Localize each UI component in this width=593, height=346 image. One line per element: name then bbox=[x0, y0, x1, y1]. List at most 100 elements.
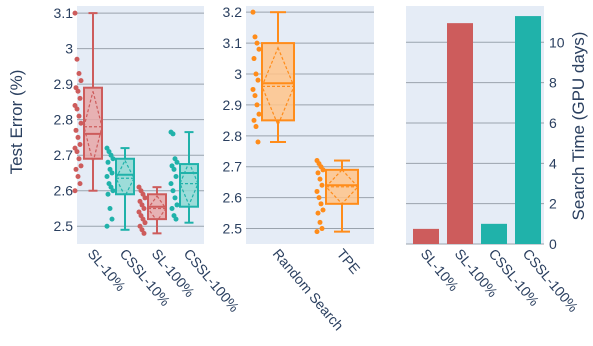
y-tick-label: 10 bbox=[549, 34, 565, 50]
sample-point bbox=[110, 188, 116, 194]
sample-point bbox=[73, 127, 79, 133]
bar bbox=[515, 16, 541, 244]
box-mean-diamond bbox=[83, 91, 103, 163]
sample-point bbox=[142, 220, 148, 226]
sample-point bbox=[104, 223, 110, 229]
panel-test-error-x-ticks: SL-10%CSSL-10%SL-100%CSSL-100% bbox=[85, 246, 243, 315]
sample-point bbox=[253, 124, 259, 130]
panel-test-error-boxes bbox=[72, 10, 199, 236]
y-tick-label: 3.1 bbox=[54, 5, 74, 21]
box-plot bbox=[136, 184, 167, 236]
box-mean-diamond bbox=[179, 160, 199, 207]
bar bbox=[447, 23, 473, 244]
sample-point bbox=[174, 202, 180, 208]
y-tick-label: 2.7 bbox=[223, 159, 243, 175]
y-tick-label: 2 bbox=[549, 196, 557, 212]
y-tick-label: 2.8 bbox=[54, 112, 74, 128]
sample-point bbox=[78, 78, 84, 84]
sample-point bbox=[76, 156, 82, 162]
sample-point bbox=[77, 181, 83, 187]
sample-point bbox=[315, 170, 321, 176]
x-tick-label: TPE bbox=[334, 246, 364, 277]
sample-point bbox=[75, 88, 81, 94]
sample-point bbox=[255, 139, 261, 145]
panel-search-methods-y-ticks: 2.5 2.6 2.7 2.8 2.9 3 3.1 3.2 bbox=[223, 4, 243, 236]
y-tick-label: 2.5 bbox=[54, 218, 74, 234]
sample-point bbox=[109, 216, 115, 222]
panel-search-time-y-ticks: 0 2 4 6 8 10 bbox=[549, 34, 565, 252]
sample-point bbox=[250, 9, 256, 15]
sample-point bbox=[251, 117, 257, 123]
sample-point bbox=[319, 182, 325, 188]
box-body bbox=[179, 163, 199, 208]
sample-point bbox=[169, 205, 175, 211]
panel-search-time: 0 2 4 6 8 10 SL-10%SL-100%CSSL-10%CSSL-100% S… bbox=[406, 6, 588, 315]
sample-point bbox=[104, 174, 110, 180]
sample-point bbox=[172, 195, 178, 201]
sample-point bbox=[77, 95, 83, 101]
sample-point bbox=[320, 207, 326, 213]
sample-point bbox=[74, 149, 80, 155]
sample-point bbox=[142, 195, 148, 201]
sample-point bbox=[318, 201, 324, 207]
y-tick-label: 6 bbox=[549, 115, 557, 131]
sample-point bbox=[174, 159, 180, 165]
box-plot bbox=[168, 129, 199, 224]
sample-point bbox=[315, 210, 321, 216]
sample-point bbox=[316, 195, 322, 201]
y-tick-label: 8 bbox=[549, 75, 557, 91]
sample-point bbox=[173, 216, 179, 222]
y-tick-label: 2.9 bbox=[223, 97, 243, 113]
sample-point bbox=[107, 205, 113, 211]
sample-point bbox=[253, 71, 259, 77]
y-tick-label: 2.6 bbox=[223, 190, 243, 206]
sample-point bbox=[250, 86, 256, 92]
box-plot bbox=[250, 9, 295, 145]
sample-point bbox=[77, 142, 83, 148]
y-tick-label: 2.6 bbox=[54, 183, 74, 199]
y-axis-title-search-time: Search Time (GPU days) bbox=[569, 32, 588, 221]
box-mean-diamond bbox=[261, 46, 295, 127]
y-tick-label: 2.8 bbox=[223, 128, 243, 144]
sample-point bbox=[141, 205, 147, 211]
box-body bbox=[83, 86, 103, 160]
bar bbox=[413, 228, 439, 244]
sample-point bbox=[109, 170, 115, 176]
sample-point bbox=[256, 111, 262, 117]
sample-point bbox=[252, 34, 258, 40]
sample-point bbox=[76, 70, 82, 76]
sample-point bbox=[255, 77, 261, 83]
sample-point bbox=[74, 106, 80, 112]
box-mean-diamond bbox=[325, 168, 359, 205]
y-tick-label: 3 bbox=[234, 66, 242, 82]
sample-point bbox=[105, 191, 111, 197]
sample-point bbox=[105, 159, 111, 165]
sample-point bbox=[173, 174, 179, 180]
sample-point bbox=[314, 188, 320, 194]
y-tick-label: 3.1 bbox=[223, 35, 243, 51]
bar bbox=[481, 223, 507, 244]
box-plot bbox=[72, 10, 103, 194]
y-tick-label: 4 bbox=[549, 155, 557, 171]
box-body bbox=[261, 42, 295, 122]
sample-point bbox=[72, 188, 78, 194]
sample-point bbox=[168, 181, 174, 187]
y-axis-title-test-error: Test Error (%) bbox=[7, 70, 26, 175]
sample-point bbox=[110, 156, 116, 162]
sample-point bbox=[251, 56, 257, 62]
sample-point bbox=[254, 102, 260, 108]
box-plot bbox=[104, 145, 135, 231]
sample-point bbox=[170, 131, 176, 137]
sample-point bbox=[76, 113, 82, 119]
panel-test-error-y-ticks: 2.5 2.6 2.7 2.8 2.9 3 3.1 bbox=[54, 5, 74, 234]
sample-point bbox=[317, 176, 323, 182]
box-mean-diamond bbox=[115, 159, 135, 198]
sample-point bbox=[74, 56, 80, 62]
sample-point bbox=[320, 167, 326, 173]
box-plot bbox=[314, 158, 359, 235]
sample-point bbox=[317, 219, 323, 225]
sample-point bbox=[254, 40, 260, 46]
panel-test-error: 2.5 2.6 2.7 2.8 2.9 3 3.1 SL-10%CSSL-10%SL-100… bbox=[7, 5, 242, 315]
